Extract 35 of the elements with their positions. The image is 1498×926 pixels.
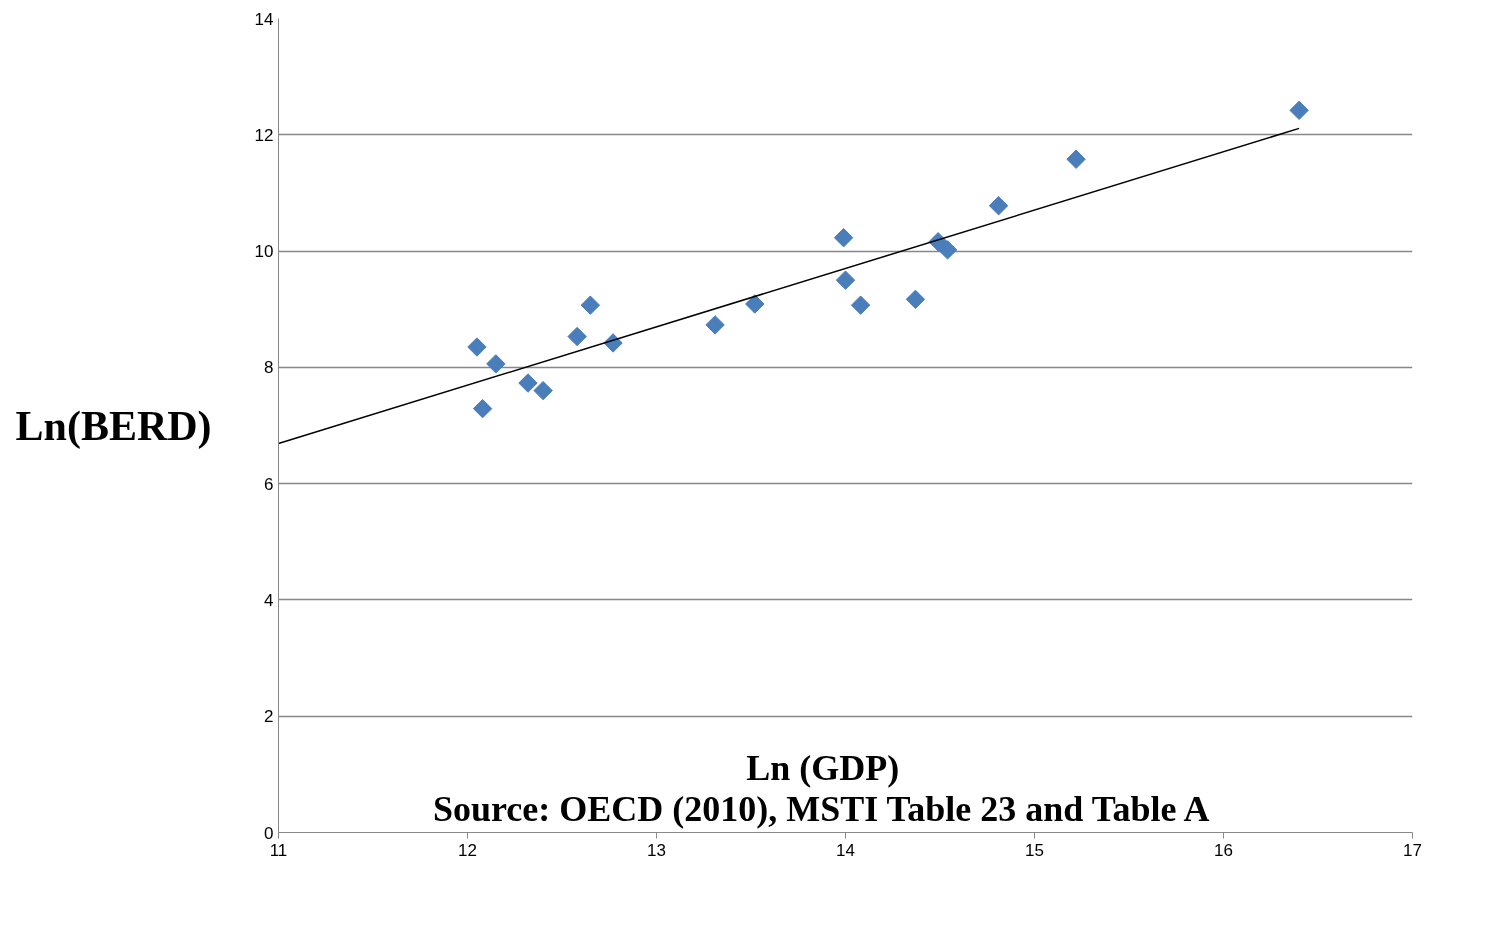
x-tick-label: 15 — [1025, 840, 1044, 860]
point — [745, 294, 765, 314]
point — [567, 326, 587, 347]
point — [472, 398, 493, 419]
x-tick-label: 17 — [1403, 840, 1422, 860]
annotation: Source: OECD (2010), MSTI Table 23 and Table A — [432, 788, 1210, 829]
x-tick-label: 14 — [836, 840, 855, 860]
point — [580, 295, 601, 315]
y-tick-label: 6 — [264, 474, 274, 494]
x-tick-label: 16 — [1214, 840, 1233, 860]
point — [988, 196, 1009, 216]
point — [1066, 149, 1086, 169]
point — [518, 373, 538, 393]
point — [850, 295, 871, 315]
point — [905, 289, 926, 310]
x-tick-label: 12 — [458, 840, 477, 860]
y-tick-label: 12 — [254, 125, 274, 145]
point — [937, 240, 958, 260]
x-tick-label: 13 — [647, 840, 666, 860]
point — [833, 228, 854, 248]
y-tick-label: 8 — [264, 358, 274, 378]
y-tick-label: 14 — [254, 9, 274, 29]
y-tick-label: 2 — [264, 707, 274, 727]
y-axis-title: Ln(BERD) — [15, 402, 212, 450]
x-tick-label: 11 — [269, 840, 288, 860]
y-tick-label: 0 — [264, 823, 274, 843]
point — [533, 380, 553, 401]
y-tick-label: 10 — [254, 242, 274, 262]
y-tick-label: 4 — [264, 590, 274, 610]
point — [705, 315, 725, 335]
point — [1289, 100, 1309, 121]
x-axis-title: Ln (GDP) — [746, 747, 900, 788]
point — [486, 354, 506, 374]
point — [467, 337, 487, 357]
point — [835, 270, 856, 290]
